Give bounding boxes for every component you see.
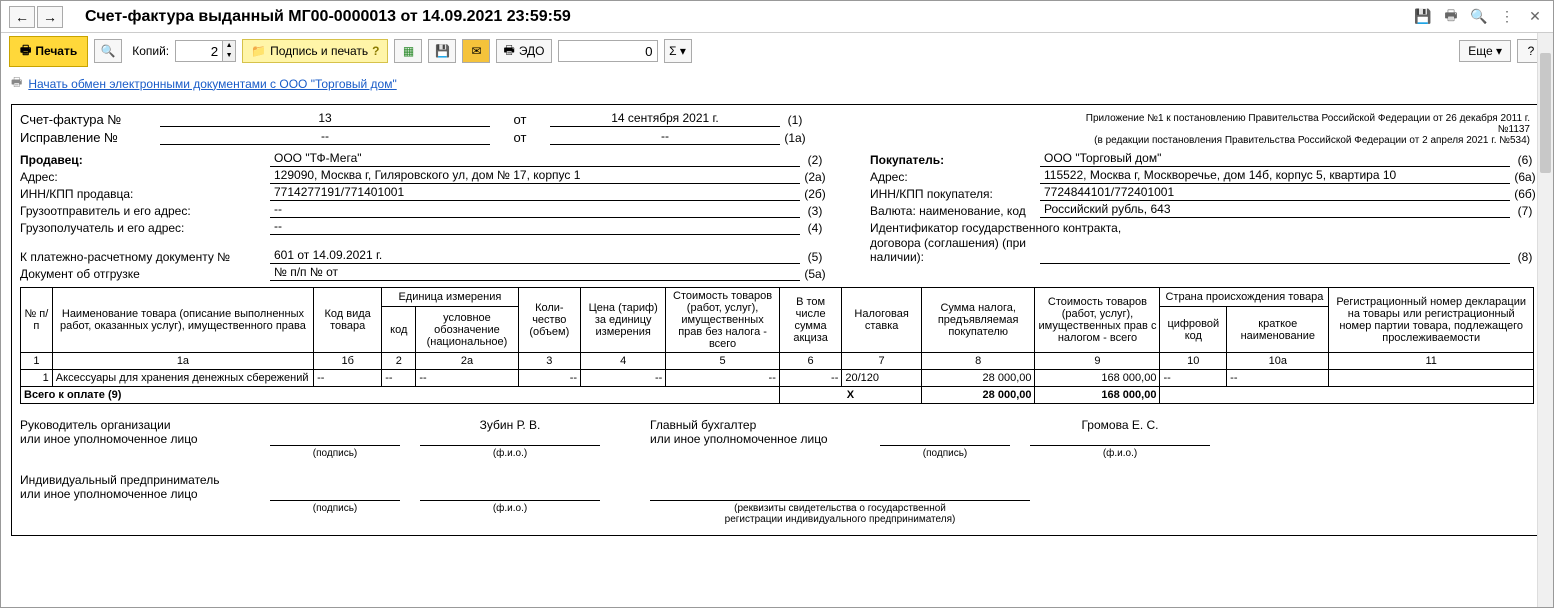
- edo-print-icon: 🖶: [503, 41, 514, 62]
- print-button[interactable]: 🖶 Печать: [9, 36, 88, 67]
- vertical-scrollbar[interactable]: [1537, 33, 1553, 607]
- acc-fio: Громова Е. С.: [1030, 418, 1210, 446]
- corr-number: --: [160, 129, 490, 145]
- acc-signature: [880, 418, 1010, 446]
- consignee-value: --: [270, 219, 800, 235]
- ip-signature: [270, 473, 400, 501]
- shipdoc-label: Документ об отгрузке: [20, 267, 270, 281]
- ip-fio: [420, 473, 600, 501]
- edo-printer-icon: 🖶: [11, 73, 22, 94]
- buyer-inn-label: ИНН/КПП покупателя:: [870, 187, 1040, 201]
- help-badge-icon: ?: [372, 44, 379, 58]
- seller-addr-label: Адрес:: [20, 170, 270, 184]
- tool-save-button[interactable]: 💾: [428, 39, 456, 63]
- seller-inn-value: 7714277191/771401001: [270, 185, 800, 201]
- copies-label: Копий:: [132, 44, 169, 58]
- contract-label1: Идентификатор государственного контракта…: [870, 221, 1510, 235]
- sf-label: Счет-фактура №: [20, 112, 160, 127]
- ip-req: [650, 473, 1030, 501]
- buyer-addr-label: Адрес:: [870, 170, 1040, 184]
- seller-value: ООО "ТФ-Мега": [270, 151, 800, 167]
- corr-date: --: [550, 129, 780, 145]
- appendix-note: Приложение №1 к постановлению Правительс…: [1060, 113, 1530, 146]
- sf-date: 14 сентября 2021 г.: [550, 111, 780, 127]
- copies-up[interactable]: ▲: [223, 41, 235, 51]
- copies-input[interactable]: [175, 40, 223, 62]
- sign-print-button[interactable]: 📁 Подпись и печать ?: [242, 39, 388, 63]
- copies-spinner[interactable]: ▲ ▼: [175, 40, 236, 62]
- head-signature: [270, 418, 400, 446]
- zoom-button[interactable]: 🔍: [94, 39, 122, 63]
- number-input[interactable]: [558, 40, 658, 62]
- buyer-value: ООО "Торговый дом": [1040, 151, 1510, 167]
- edo-button[interactable]: 🖶 ЭДО: [496, 39, 551, 63]
- paydoc-value: 601 от 14.09.2021 г.: [270, 248, 800, 264]
- buyer-addr-value: 115522, Москва г, Москворечье, дом 14б, …: [1040, 168, 1510, 184]
- preview-icon[interactable]: 🔍: [1469, 7, 1489, 27]
- scrollbar-thumb[interactable]: [1540, 53, 1551, 173]
- paydoc-label: К платежно-расчетному документу №: [20, 250, 270, 264]
- tool-mail-button[interactable]: ✉: [462, 39, 490, 63]
- table-total-row: Всего к оплате (9) Х 28 000,00 168 000,0…: [21, 387, 1534, 404]
- invoice-table: № п/п Наименование товара (описание выпо…: [20, 287, 1534, 404]
- close-icon[interactable]: ✕: [1525, 7, 1545, 27]
- currency-label: Валюта: наименование, код: [870, 204, 1040, 218]
- nav-forward-button[interactable]: →: [37, 6, 63, 28]
- more-vert-icon[interactable]: ⋮: [1497, 7, 1517, 27]
- print-icon[interactable]: 🖶: [1441, 7, 1461, 27]
- shipper-label: Грузоотправитель и его адрес:: [20, 204, 270, 218]
- tool-green-button[interactable]: ▦: [394, 39, 422, 63]
- buyer-inn-value: 7724844101/772401001: [1040, 185, 1510, 201]
- buyer-label: Покупатель:: [870, 153, 1040, 167]
- window-title: Счет-фактура выданный МГ00-0000013 от 14…: [85, 8, 1413, 26]
- nav-back-button[interactable]: ←: [9, 6, 35, 28]
- edo-link[interactable]: Начать обмен электронными документами с …: [28, 77, 396, 91]
- save-icon[interactable]: 💾: [1413, 7, 1433, 27]
- folder-icon: 📁: [251, 44, 266, 58]
- currency-value: Российский рубль, 643: [1040, 202, 1510, 218]
- contract-value: [1040, 248, 1510, 264]
- head-fio: Зубин Р. В.: [420, 418, 600, 446]
- seller-addr-value: 129090, Москва г, Гиляровского ул, дом №…: [270, 168, 800, 184]
- table-row: 1 Аксессуары для хранения денежных сбере…: [21, 370, 1534, 387]
- copies-down[interactable]: ▼: [223, 51, 235, 61]
- seller-label: Продавец:: [20, 153, 270, 167]
- shipdoc-value: № п/п № от: [270, 265, 800, 281]
- corr-label: Исправление №: [20, 130, 160, 145]
- seller-inn-label: ИНН/КПП продавца:: [20, 187, 270, 201]
- consignee-label: Грузополучатель и его адрес:: [20, 221, 270, 235]
- printer-icon: 🖶: [20, 41, 31, 62]
- sigma-button[interactable]: Σ ▾: [664, 39, 692, 63]
- more-button[interactable]: Еще ▾: [1459, 40, 1511, 62]
- shipper-value: --: [270, 202, 800, 218]
- contract-label2: договора (соглашения) (при наличии):: [870, 236, 1040, 264]
- sf-number: 13: [160, 111, 490, 127]
